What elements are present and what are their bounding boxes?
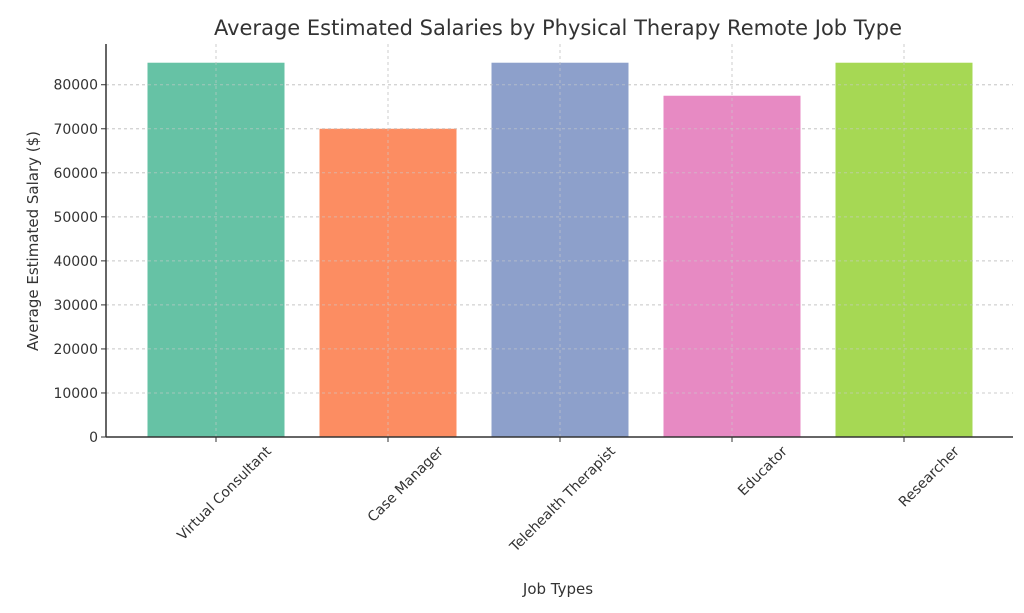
bars [106, 44, 1013, 438]
y-axis-label: Average Estimated Salary ($) [24, 131, 42, 351]
chart-title: Average Estimated Salaries by Physical T… [214, 16, 902, 40]
y-tick-label: 10000 [53, 386, 98, 402]
axes [101, 44, 1013, 442]
y-tick-label: 50000 [53, 210, 98, 226]
x-tick-label: Case Manager [365, 443, 447, 525]
y-tick-labels: 0 10000 20000 30000 40000 50000 60000 70000 8000… [53, 78, 98, 446]
x-tick-label: Telehealth Therapist [506, 443, 619, 556]
x-tick-label: Educator [735, 443, 791, 499]
y-tick-label: 60000 [53, 166, 98, 182]
y-tick-label: 70000 [53, 122, 98, 138]
y-tick-label: 40000 [53, 254, 98, 270]
y-tick-label: 20000 [53, 342, 98, 358]
x-axis-label: Job Types [522, 580, 593, 598]
y-tick-label: 0 [89, 430, 98, 446]
bar-case-manager [319, 128, 457, 437]
x-tick-labels: Virtual Consultant Case Manager Telehealth… [174, 443, 963, 556]
y-tick-label: 80000 [53, 78, 98, 94]
y-tick-label: 30000 [53, 298, 98, 314]
x-tick-label: Researcher [896, 443, 963, 510]
x-tick-label: Virtual Consultant [174, 443, 275, 544]
